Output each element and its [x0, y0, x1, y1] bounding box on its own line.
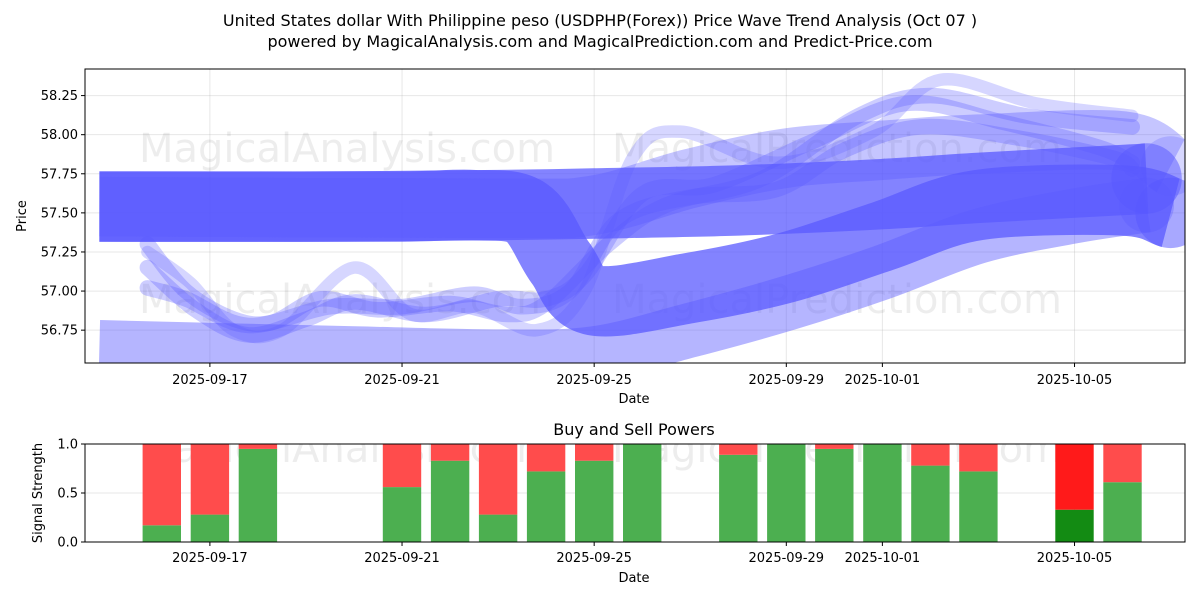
price-y-ticks: 56.75 57.00 57.25 57.50 57.75 58.00 58.25 — [41, 89, 85, 339]
price-y-tick-label: 58.25 — [41, 89, 78, 104]
price-y-tick-label: 58.00 — [41, 128, 78, 143]
buy-power-bar — [478, 514, 518, 542]
price-x-tick-label: 2025-10-01 — [845, 373, 921, 388]
sell-power-bar — [1055, 444, 1094, 510]
buy-power-bar — [815, 448, 854, 542]
sell-power-bar — [959, 444, 998, 472]
signal-x-tick-label: 2025-10-05 — [1037, 551, 1113, 566]
price-wave-band-wave-lower-wide — [99, 178, 1151, 363]
figure-title-line1: United States dollar With Philippine pes… — [223, 11, 977, 30]
sell-power-bar — [430, 444, 470, 461]
sell-power-bar — [575, 444, 614, 461]
signal-bars — [142, 444, 1142, 542]
price-x-tick-label: 2025-10-05 — [1037, 373, 1113, 388]
signal-y-tick-label: 0.5 — [57, 487, 78, 502]
figure-title-line2: powered by MagicalAnalysis.com and Magic… — [267, 32, 932, 51]
signal-x-tick-label: 2025-10-01 — [845, 551, 921, 566]
price-y-axis-label: Price — [15, 200, 30, 232]
price-wave-endcap — [1135, 177, 1185, 249]
signal-x-axis-label: Date — [618, 571, 649, 586]
buy-power-bar — [719, 454, 758, 542]
signal-x-tick-label: 2025-09-25 — [556, 551, 632, 566]
sell-power-bar — [382, 444, 422, 488]
buy-power-bar — [238, 448, 278, 542]
buy-power-bar — [1055, 509, 1094, 542]
watermark-analysis-mid: MagicalAnalysis.com — [139, 277, 555, 323]
sell-power-bar — [190, 444, 230, 515]
sell-power-bar — [1103, 444, 1142, 483]
signal-x-tick-label: 2025-09-17 — [172, 551, 248, 566]
price-y-tick-label: 57.00 — [41, 285, 78, 300]
price-plot-frame — [84, 68, 1186, 364]
watermark-analysis-top: MagicalAnalysis.com — [139, 126, 555, 172]
buy-power-bar — [430, 460, 470, 542]
sell-power-bar — [719, 444, 758, 455]
price-x-tick-label: 2025-09-25 — [556, 373, 632, 388]
price-wave-band-wave-mid-band — [99, 109, 1185, 239]
sell-power-bar — [526, 444, 566, 472]
price-y-tick-label: 57.50 — [41, 206, 78, 221]
buy-power-bar — [767, 444, 806, 542]
buy-power-bar — [623, 444, 662, 542]
price-wave-chart: MagicalAnalysis.com MagicalPrediction.co… — [15, 68, 1186, 407]
signal-y-tick-label: 1.0 — [57, 438, 78, 453]
buy-power-bar — [526, 471, 566, 542]
buy-power-bar — [382, 487, 422, 542]
price-y-tick-label: 57.25 — [41, 245, 78, 260]
signal-x-ticks: 2025-09-17 2025-09-21 2025-09-25 2025-09-29… — [172, 542, 1112, 566]
price-y-tick-label: 57.75 — [41, 167, 78, 182]
buy-power-bar — [911, 465, 950, 542]
buy-sell-power-chart: Buy and Sell Powers MagicalAnalysis.com … — [31, 420, 1186, 586]
price-wave-band-wave-wiggle-1 — [139, 87, 1140, 332]
buy-power-bar — [142, 525, 181, 542]
sell-power-bar — [911, 444, 950, 466]
signal-y-axis-label: Signal Strength — [31, 443, 46, 543]
sell-power-bar — [478, 444, 518, 515]
price-x-tick-label: 2025-09-17 — [172, 373, 248, 388]
buy-power-bar — [575, 460, 614, 542]
price-wave-endcap — [1119, 177, 1174, 233]
price-x-tick-label: 2025-09-29 — [749, 373, 825, 388]
buy-power-bar — [863, 444, 902, 542]
price-wave-band-wave-wiggle-4 — [141, 73, 1139, 344]
buy-power-bar — [959, 471, 998, 542]
price-wave-series — [99, 73, 1185, 363]
price-wave-endcap — [1140, 136, 1185, 196]
signal-x-tick-label: 2025-09-29 — [749, 551, 825, 566]
price-wave-band-wave-wiggle-3 — [139, 118, 1140, 334]
buy-sell-chart-title: Buy and Sell Powers — [553, 420, 715, 439]
signal-x-tick-label: 2025-09-21 — [364, 551, 440, 566]
price-wave-band-wave-upper-main — [99, 164, 1183, 337]
buy-power-bar — [190, 514, 230, 542]
signal-y-ticks: 0.0 0.5 1.0 — [57, 438, 85, 551]
buy-power-bar — [1103, 482, 1142, 542]
price-x-axis-label: Date — [618, 392, 649, 407]
price-y-tick-label: 56.75 — [41, 324, 78, 339]
sell-power-bar — [238, 444, 278, 449]
price-x-ticks: 2025-09-17 2025-09-21 2025-09-25 2025-09-29… — [172, 363, 1112, 388]
price-wave-band-wave-wiggle-2 — [139, 95, 1140, 343]
signal-y-tick-label: 0.0 — [57, 536, 78, 551]
price-x-tick-label: 2025-09-21 — [364, 373, 440, 388]
sell-power-bar — [142, 444, 181, 526]
sell-power-bar — [815, 444, 854, 449]
